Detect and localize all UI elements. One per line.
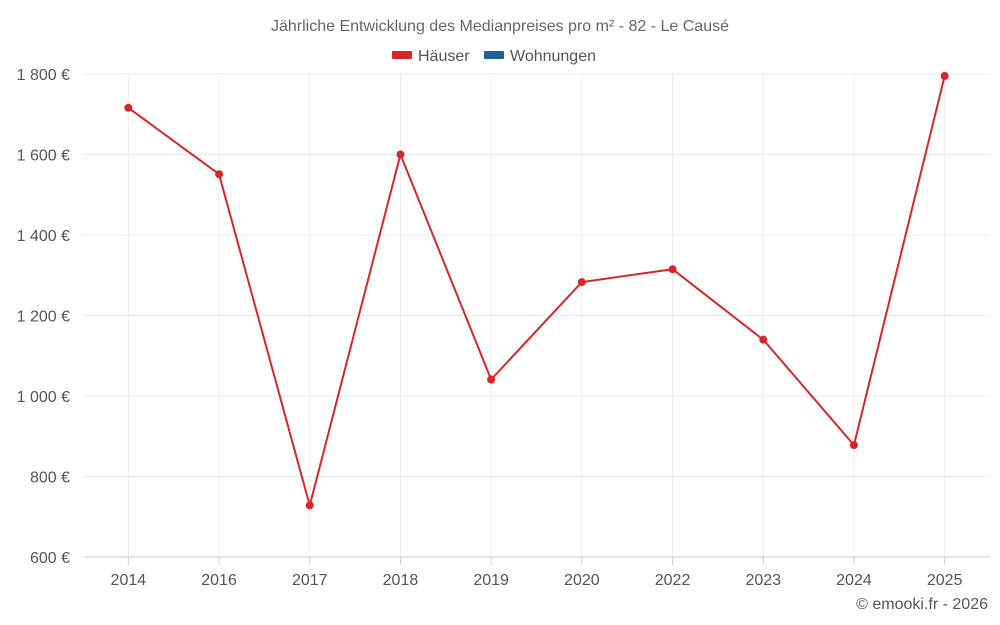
y-tick-label: 1 600 € <box>17 148 70 165</box>
x-tick-label: 2020 <box>564 572 600 589</box>
legend-swatch-wohnungen <box>484 51 504 59</box>
x-tick-label: 2025 <box>927 572 963 589</box>
data-point-2022[interactable] <box>668 265 677 274</box>
data-point-2023[interactable] <box>759 335 768 344</box>
legend-label-haeuser[interactable]: Häuser <box>418 48 470 65</box>
y-tick-label: 800 € <box>30 470 70 487</box>
x-tick-label: 2017 <box>292 572 328 589</box>
grid <box>83 73 990 558</box>
data-point-2018[interactable] <box>396 150 405 159</box>
y-tick-label: 1 000 € <box>17 389 70 406</box>
data-point-2020[interactable] <box>577 278 586 287</box>
legend-label-wohnungen[interactable]: Wohnungen <box>510 48 596 65</box>
legend: Häuser Wohnungen <box>392 48 596 65</box>
x-tick-label: 2023 <box>745 572 781 589</box>
x-tick-label: 2024 <box>836 572 872 589</box>
credit-label: © emooki.fr - 2026 <box>856 596 988 613</box>
legend-swatch-haeuser <box>392 51 412 59</box>
x-tick-label: 2019 <box>473 572 509 589</box>
x-tick-label: 2014 <box>111 572 147 589</box>
x-tick-label: 2022 <box>655 572 691 589</box>
data-point-2017[interactable] <box>305 501 314 510</box>
y-tick-label: 1 200 € <box>17 309 70 326</box>
data-point-2014[interactable] <box>124 103 133 112</box>
series-line-haeuser <box>127 75 946 507</box>
series-layer <box>124 72 949 510</box>
y-tick-label: 1 400 € <box>17 228 70 245</box>
data-point-2016[interactable] <box>215 170 224 179</box>
data-point-2024[interactable] <box>849 441 858 450</box>
y-tick-label: 600 € <box>30 550 70 567</box>
data-point-2025[interactable] <box>940 72 949 81</box>
y-tick-label: 1 800 € <box>17 67 70 84</box>
axes: 600 € 800 € 1 000 € 1 200 € 1 400 € 1 600 € 1 … <box>17 67 990 589</box>
x-tick-label: 2018 <box>383 572 419 589</box>
data-point-2019[interactable] <box>487 375 496 384</box>
chart-title: Jährliche Entwicklung des Medianpreises … <box>271 18 729 35</box>
x-tick-label: 2016 <box>201 572 237 589</box>
